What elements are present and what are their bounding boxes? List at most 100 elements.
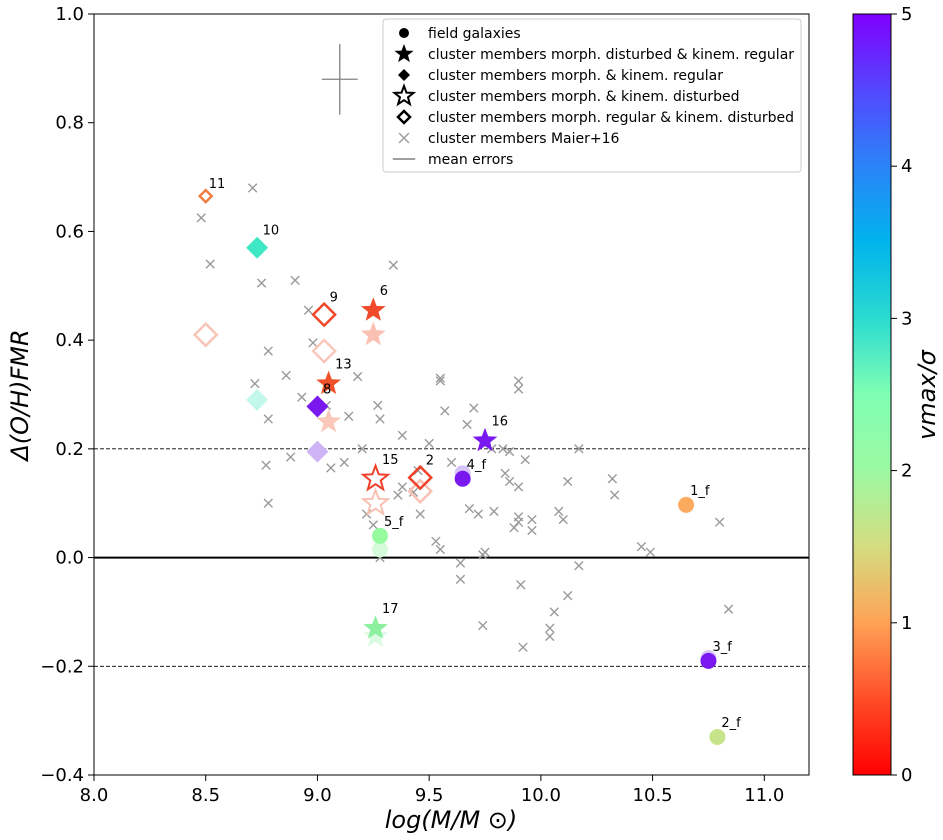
maier16-point <box>562 476 573 487</box>
maier16-point <box>574 561 584 571</box>
maier16-point <box>554 506 564 517</box>
maier16-point <box>518 642 528 652</box>
maier16-point <box>513 384 524 394</box>
maier16-point <box>388 260 399 270</box>
data-point-2 <box>407 464 433 491</box>
point-label-13: 13 <box>335 358 352 373</box>
maier16-point <box>352 371 363 382</box>
maier16-point <box>464 503 475 514</box>
maier16-point <box>462 419 472 430</box>
point-label-4_f: 4_f <box>467 458 487 473</box>
shadow-point <box>246 388 269 411</box>
colorbar: 0 1 2 3 4 5 vmax/σ <box>852 4 941 786</box>
shadow-point <box>363 623 388 647</box>
maier16-point <box>527 525 537 536</box>
colorbar-label: vmax/σ <box>913 349 941 440</box>
colorbar-tick-label: 4 <box>901 156 912 177</box>
legend-marker-diamond-filled <box>398 69 410 81</box>
maier16-point <box>609 490 620 500</box>
maier16-point <box>520 455 530 465</box>
point-label-17: 17 <box>382 602 399 617</box>
maier16-point <box>489 506 499 517</box>
maier16-point <box>636 542 647 552</box>
reference-lines <box>94 448 809 667</box>
shadow-point <box>192 321 219 348</box>
maier16-point <box>290 275 300 286</box>
legend-label: cluster members Maier+16 <box>428 131 620 147</box>
y-axis-ticks: −0.4 −0.2 0.0 0.2 0.4 0.6 0.8 1.0 <box>40 4 94 786</box>
legend-marker-star-filled <box>394 44 414 63</box>
maier16-point <box>424 438 434 449</box>
data-point-5_f <box>372 527 388 544</box>
data-point-13 <box>316 370 341 395</box>
data-point-16 <box>472 427 498 452</box>
maier16-point <box>455 558 466 568</box>
maier16-point <box>263 346 273 356</box>
maier16-point <box>308 338 318 348</box>
data-point-4_f <box>454 470 471 487</box>
maier16-point <box>256 278 267 288</box>
maier16-point <box>373 400 383 411</box>
data-point-3_f <box>700 652 717 669</box>
legend-marker-x <box>398 132 410 144</box>
x-axis-ticks: 8.0 8.5 9.0 9.5 10.0 10.5 11.0 <box>80 775 784 806</box>
maier16-point <box>357 444 367 454</box>
maier16-point <box>469 403 479 413</box>
maier16-point <box>397 482 408 492</box>
x-tick-label: 8.0 <box>80 785 109 806</box>
maier16-point <box>263 414 273 424</box>
colorbar-tick-label: 2 <box>901 461 912 482</box>
maier16-point <box>196 213 206 223</box>
y-axis-title: Δ(O/H)FMR <box>6 329 34 462</box>
maier16-point <box>574 444 584 454</box>
maier16-points <box>196 183 734 652</box>
maier16-point <box>549 607 559 617</box>
mean-error-cross <box>321 43 358 115</box>
maier16-point <box>281 370 291 381</box>
point-label-5_f: 5_f <box>384 515 404 530</box>
maier16-point <box>478 620 488 631</box>
labeled-points: 11 10 9 6 13 8 16 15 2 4_f 1_f 5_f 17 3_f 2_f <box>197 177 741 745</box>
maier16-point <box>527 514 537 525</box>
maier16-point <box>723 604 734 614</box>
legend: field galaxies cluster members morph. dis… <box>382 18 802 173</box>
point-label-2_f: 2_f <box>721 716 741 731</box>
maier16-point <box>339 457 349 468</box>
maier16-point <box>504 446 515 457</box>
y-tick-label: −0.4 <box>40 765 84 786</box>
x-tick-label: 11.0 <box>744 785 784 806</box>
shadow-point <box>360 487 391 517</box>
legend-marker-star-open <box>391 83 417 107</box>
x-tick-label: 8.5 <box>191 785 220 806</box>
legend-marker-diamond-open <box>396 109 412 125</box>
data-point-6 <box>360 297 386 321</box>
maier16-point <box>562 590 573 601</box>
point-label-9: 9 <box>330 291 338 306</box>
y-tick-label: 1.0 <box>55 4 84 25</box>
y-tick-label: 0.8 <box>55 113 84 134</box>
point-label-8: 8 <box>323 382 331 397</box>
y-tick-label: 0.4 <box>55 330 84 351</box>
colorbar-ticks: 0 1 2 3 4 5 <box>891 4 912 786</box>
colorbar-tick-label: 3 <box>901 308 912 329</box>
maier16-point <box>415 509 425 519</box>
legend-label: mean errors <box>428 152 513 168</box>
maier16-point <box>500 468 510 479</box>
maier16-point <box>504 476 515 487</box>
maier16-point <box>435 376 446 386</box>
maier16-point <box>435 373 446 383</box>
legend-label: cluster members morph. & kinem. regular <box>428 68 723 84</box>
data-point-8 <box>306 395 329 418</box>
maier16-point <box>513 482 524 492</box>
x-tick-label: 10.0 <box>521 785 561 806</box>
point-label-2: 2 <box>426 454 434 469</box>
maier16-point <box>285 452 296 462</box>
data-point-1_f <box>678 496 695 513</box>
data-point-17 <box>363 615 388 639</box>
legend-marker-circle-filled <box>399 28 409 38</box>
legend-label: field galaxies <box>428 26 521 42</box>
shadow-point <box>372 541 388 558</box>
legend-label: cluster members morph. disturbed & kinem… <box>428 47 794 63</box>
shadow-point <box>311 338 337 364</box>
